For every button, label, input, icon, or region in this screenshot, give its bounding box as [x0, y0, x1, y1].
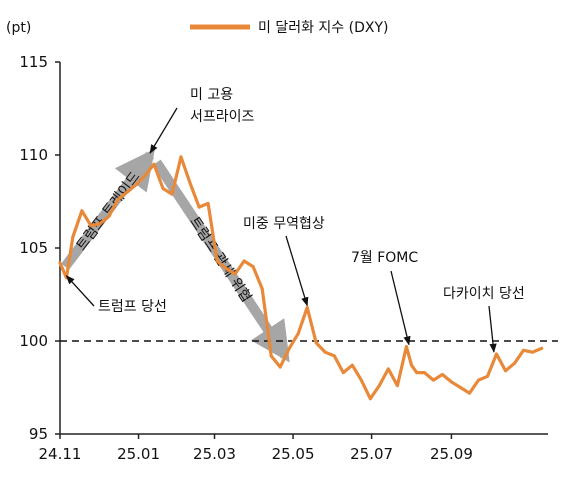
x-tick-label: 24.11	[39, 445, 82, 463]
data-point	[269, 354, 273, 358]
data-point	[468, 391, 471, 395]
annotation-label: 다카이치 당선	[443, 286, 525, 302]
annotation-arrow	[65, 275, 95, 307]
annotation-label: 7월 FOMC	[351, 250, 418, 266]
data-point	[458, 386, 462, 389]
annotation-arrow	[488, 305, 497, 353]
y-tick-label: 115	[19, 53, 48, 71]
data-point	[486, 374, 489, 378]
annotation-label: 미중 무역협상	[243, 216, 325, 232]
data-point	[125, 190, 129, 194]
data-point	[359, 378, 363, 382]
data-point	[260, 287, 264, 291]
data-point	[377, 384, 381, 388]
annotation-label: 미 고용	[190, 87, 233, 103]
axes: 115 110 105 100 95 24.11 25.01 25.03 25.05 25.07 2…	[19, 53, 548, 463]
data-point	[170, 192, 174, 196]
data-point	[386, 367, 390, 371]
data-point	[415, 371, 419, 375]
data-point	[215, 259, 219, 263]
data-point	[278, 365, 282, 369]
data-point	[134, 183, 138, 187]
data-point	[350, 363, 354, 367]
annotation-label: 서프라이즈	[190, 109, 255, 125]
data-point	[71, 235, 75, 239]
data-point	[116, 198, 120, 202]
data-point	[341, 371, 345, 375]
data-point	[58, 261, 62, 265]
data-point	[305, 306, 309, 309]
x-tick-label: 25.09	[430, 445, 473, 463]
data-point	[332, 354, 336, 358]
data-point	[477, 378, 480, 382]
annotation-arrow	[149, 107, 178, 154]
data-point	[197, 205, 201, 209]
data-point	[179, 155, 183, 159]
data-point	[296, 332, 300, 336]
data-point	[449, 380, 453, 384]
data-point	[540, 346, 544, 350]
annotation-arrow	[285, 235, 309, 307]
annotation-arrow	[390, 270, 411, 346]
data-point	[495, 352, 498, 356]
data-point	[224, 267, 228, 270]
data-point	[287, 346, 291, 350]
data-point	[522, 348, 525, 352]
data-point	[233, 272, 237, 276]
data-point	[143, 174, 147, 177]
data-point	[152, 162, 156, 166]
data-point	[513, 361, 516, 365]
trend-arrow	[152, 159, 290, 363]
data-point	[404, 345, 408, 349]
data-point	[242, 259, 246, 263]
data-point	[410, 363, 413, 367]
x-tick-label: 25.05	[272, 445, 315, 463]
y-tick-label: 105	[19, 239, 48, 257]
data-point	[323, 350, 327, 354]
trend-arrow	[61, 148, 155, 270]
x-tick-label: 25.07	[350, 445, 393, 463]
data-point	[80, 209, 84, 213]
data-point	[504, 369, 507, 373]
legend-label: 미 달러화 지수 (DXY)	[258, 20, 388, 36]
y-tick-label: 95	[29, 425, 48, 443]
x-tick-label: 25.01	[117, 445, 160, 463]
data-point	[161, 187, 165, 190]
data-point	[89, 224, 93, 228]
data-point	[440, 373, 444, 376]
y-tick-label: 110	[19, 146, 48, 164]
y-unit-label: (pt)	[6, 20, 31, 36]
data-point	[107, 214, 111, 218]
data-point	[395, 384, 399, 388]
legend: 미 달러화 지수 (DXY)	[190, 20, 388, 36]
data-point	[422, 371, 426, 375]
data-point	[314, 341, 318, 345]
data-point	[251, 265, 255, 269]
data-point	[368, 397, 372, 401]
data-point	[531, 350, 534, 354]
data-point	[188, 181, 192, 185]
annotation-label: 트럼프 당선	[98, 299, 167, 315]
series-line-dxy	[58, 155, 544, 401]
data-point	[98, 222, 102, 226]
x-tick-label: 25.03	[193, 445, 236, 463]
y-tick-label: 100	[19, 332, 48, 350]
data-point	[206, 201, 210, 205]
series-layer	[58, 155, 544, 401]
data-point	[431, 378, 435, 382]
